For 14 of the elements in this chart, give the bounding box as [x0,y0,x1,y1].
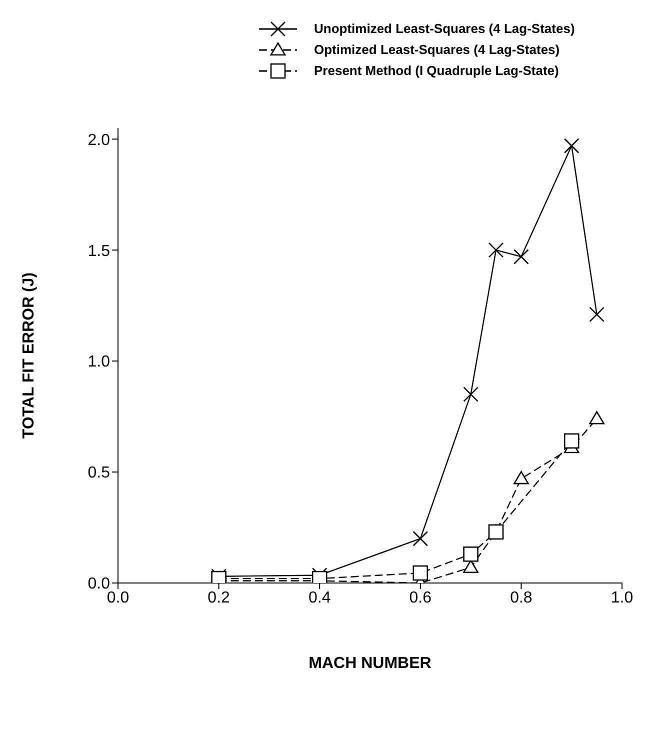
x-axis-title: MACH NUMBER [308,655,432,672]
y-tick-label: 0.5 [88,464,110,482]
legend-label: Unoptimized Least-Squares (4 Lag-States) [314,20,575,38]
y-tick-label: 1.5 [88,242,110,260]
legend-label: Present Method (I Quadruple Lag-State) [314,62,559,80]
y-tick-label: 2.0 [88,132,110,149]
x-tick-label: 0.6 [409,589,432,606]
x-tick-label: 1.0 [610,589,634,606]
y-axis-title: TOTAL FIT ERROR (J) [20,272,38,439]
y-tick-label: 1.0 [88,354,110,371]
x-tick-label: 0.4 [308,589,331,606]
x-tick-label: 0.2 [208,589,230,606]
x-tick-label: 0.8 [510,589,532,606]
legend-label: Optimized Least-Squares (4 Lag-States) [314,41,560,59]
